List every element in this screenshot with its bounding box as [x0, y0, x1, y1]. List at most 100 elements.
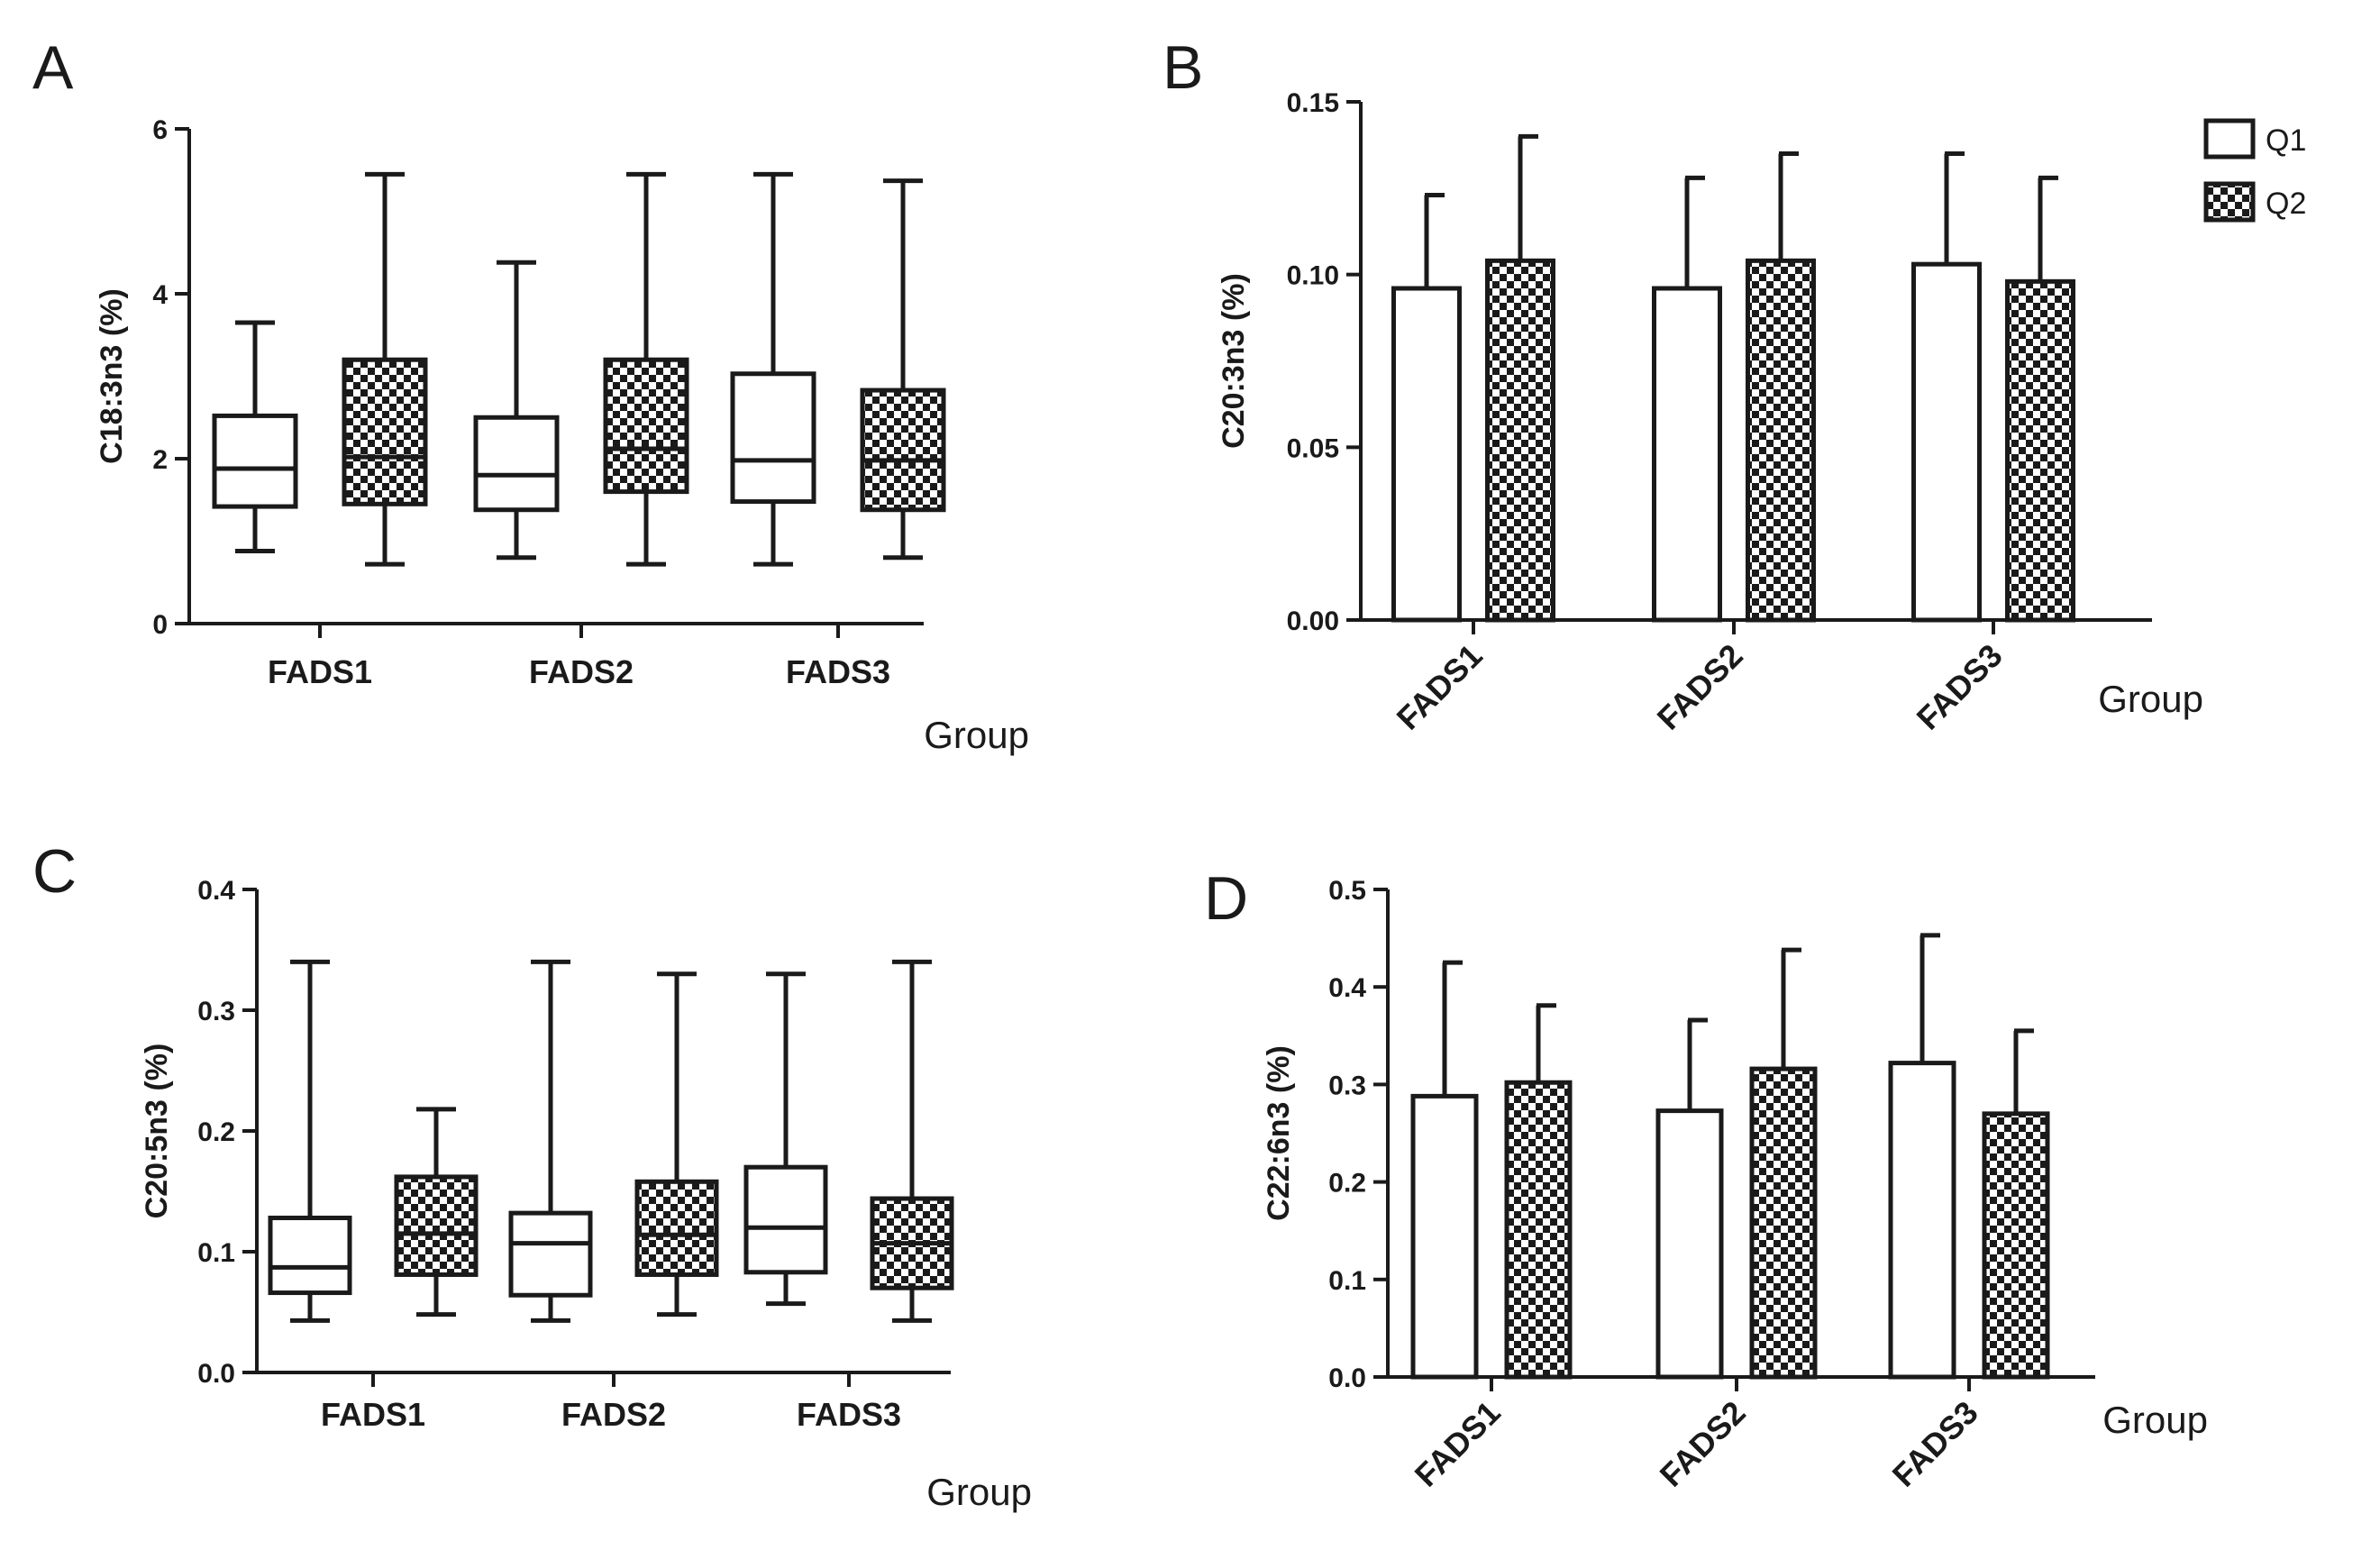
- y-tick-label: 0.3: [1328, 1071, 1366, 1100]
- box-q2-fads2: [634, 971, 719, 1318]
- box-q1-fads1: [212, 320, 298, 553]
- y-tick-label: 0.5: [1328, 876, 1366, 906]
- box-q2-fads3: [870, 959, 954, 1323]
- bar-q2-fads2: [1749, 947, 1818, 1380]
- bar: [1888, 1061, 1956, 1380]
- x-axis-title: Group: [926, 1471, 1032, 1513]
- y-tick-label: 4: [152, 280, 168, 310]
- bar-q2-fads3: [1982, 1028, 2050, 1380]
- box-iqr: [603, 357, 689, 495]
- x-category-label: FADS3: [1885, 1394, 1985, 1494]
- x-category-label: FADS2: [1650, 637, 1750, 737]
- bar: [1749, 1066, 1818, 1380]
- legend-swatch-q2: [2203, 181, 2256, 223]
- panel-letter-c: C: [32, 837, 77, 906]
- y-tick-label: 0.3: [197, 997, 235, 1026]
- y-tick-label: 0.2: [1328, 1169, 1366, 1199]
- bar-q1-fads3: [1888, 933, 1956, 1380]
- bar: [1410, 1093, 1479, 1380]
- box-q1-fads2: [508, 959, 593, 1323]
- panel-letter-b: B: [1163, 33, 1203, 102]
- y-tick-label: 0.1: [1328, 1266, 1366, 1296]
- panel-d: D 0.0 0.1 0.2 0.3 0.4 0.5 C22:6n3 (%) FADS1 FADS…: [1204, 864, 2208, 1494]
- box-q1-fads3: [743, 971, 828, 1307]
- x-category-label: FADS1: [268, 653, 372, 690]
- y-tick-label: 0.0: [197, 1359, 235, 1389]
- bar-q2-fads1: [1485, 133, 1555, 623]
- panel-c: C 0.0 0.1 0.2 0.3 0.4 C20:5n3 (%) FADS1 FADS2 FA…: [32, 837, 1032, 1513]
- x-category-label: FADS2: [561, 1396, 666, 1433]
- y-tick-label: 0.0: [1328, 1363, 1366, 1393]
- legend: Q1 Q2: [2203, 118, 2306, 223]
- bar: [1485, 258, 1555, 623]
- y-axis-title: C22:6n3 (%): [1262, 1045, 1296, 1221]
- bar-q1-fads2: [1655, 1017, 1724, 1380]
- x-category-label: FADS1: [1390, 637, 1490, 737]
- box-q1-fads3: [730, 171, 816, 567]
- box-q2-fads3: [860, 178, 946, 561]
- box-q2-fads1: [394, 1107, 479, 1318]
- bar-q2-fads1: [1504, 1003, 1573, 1380]
- bar: [1391, 286, 1462, 623]
- panel-b: B 0.00 0.05 0.10 0.15 C20:3n3 (%) FADS1 FADS2 F…: [1163, 33, 2306, 737]
- box-q1-fads1: [268, 959, 352, 1323]
- box-q2-fads1: [342, 171, 428, 567]
- box-iqr: [212, 413, 298, 509]
- y-tick-label: 0.05: [1287, 433, 1339, 463]
- bar: [2005, 278, 2075, 623]
- y-tick-label: 6: [152, 115, 168, 145]
- y-tick-label: 0.4: [197, 876, 235, 906]
- bar: [1911, 261, 1982, 623]
- bar-q1-fads1: [1391, 193, 1462, 623]
- box-iqr: [268, 1215, 352, 1296]
- box-q2-fads2: [603, 171, 689, 567]
- box-iqr: [634, 1179, 719, 1277]
- legend-label-q2: Q2: [2266, 187, 2306, 221]
- bar: [1982, 1111, 2050, 1380]
- box-iqr: [473, 415, 560, 513]
- y-tick-label: 2: [152, 445, 168, 475]
- panel-letter-a: A: [32, 33, 74, 102]
- x-axis-title: Group: [2102, 1399, 2208, 1441]
- x-axis-title: Group: [2098, 678, 2203, 720]
- x-category-label: FADS1: [321, 1396, 425, 1433]
- legend-swatch-q1: [2203, 118, 2256, 160]
- x-category-label: FADS3: [786, 653, 890, 690]
- bar-q1-fads1: [1410, 960, 1479, 1380]
- box-iqr: [743, 1164, 828, 1275]
- legend-label-q1: Q1: [2266, 123, 2306, 158]
- y-tick-label: 0.2: [197, 1117, 235, 1147]
- box-q1-fads2: [473, 260, 560, 561]
- box-iqr: [508, 1210, 593, 1298]
- y-tick-label: 0.4: [1328, 973, 1366, 1003]
- panel-a: A 0 2 4 6 C18:3n3 (%) FADS1 FADS2 FADS3 Group: [32, 33, 1029, 756]
- x-category-label: FADS2: [529, 653, 634, 690]
- bar-q2-fads3: [2005, 175, 2075, 623]
- box-iqr: [860, 388, 946, 513]
- y-tick-label: 0.1: [197, 1238, 235, 1268]
- box-iqr: [394, 1174, 479, 1277]
- x-category-label: FADS3: [797, 1396, 901, 1433]
- bar-q1-fads2: [1652, 175, 1722, 623]
- box-iqr: [730, 371, 816, 505]
- y-tick-label: 0: [152, 610, 168, 640]
- bar: [1655, 1108, 1724, 1380]
- y-axis-title: C20:3n3 (%): [1217, 273, 1251, 449]
- bar: [1652, 286, 1722, 623]
- x-axis-title: Group: [924, 714, 1029, 756]
- y-axis-title: C20:5n3 (%): [140, 1044, 174, 1219]
- bar-q2-fads2: [1746, 151, 1816, 623]
- panel-letter-d: D: [1204, 864, 1248, 933]
- bar: [1746, 258, 1816, 623]
- y-axis-title: C18:3n3 (%): [95, 288, 129, 464]
- bar: [1504, 1080, 1573, 1380]
- bar-q1-fads3: [1911, 151, 1982, 623]
- y-tick-label: 0.10: [1287, 261, 1339, 291]
- x-category-label: FADS3: [1910, 637, 2010, 737]
- box-iqr: [342, 357, 428, 506]
- x-category-label: FADS2: [1653, 1394, 1753, 1494]
- x-category-label: FADS1: [1408, 1394, 1508, 1494]
- y-tick-label: 0.15: [1287, 88, 1339, 118]
- y-tick-label: 0.00: [1287, 606, 1339, 636]
